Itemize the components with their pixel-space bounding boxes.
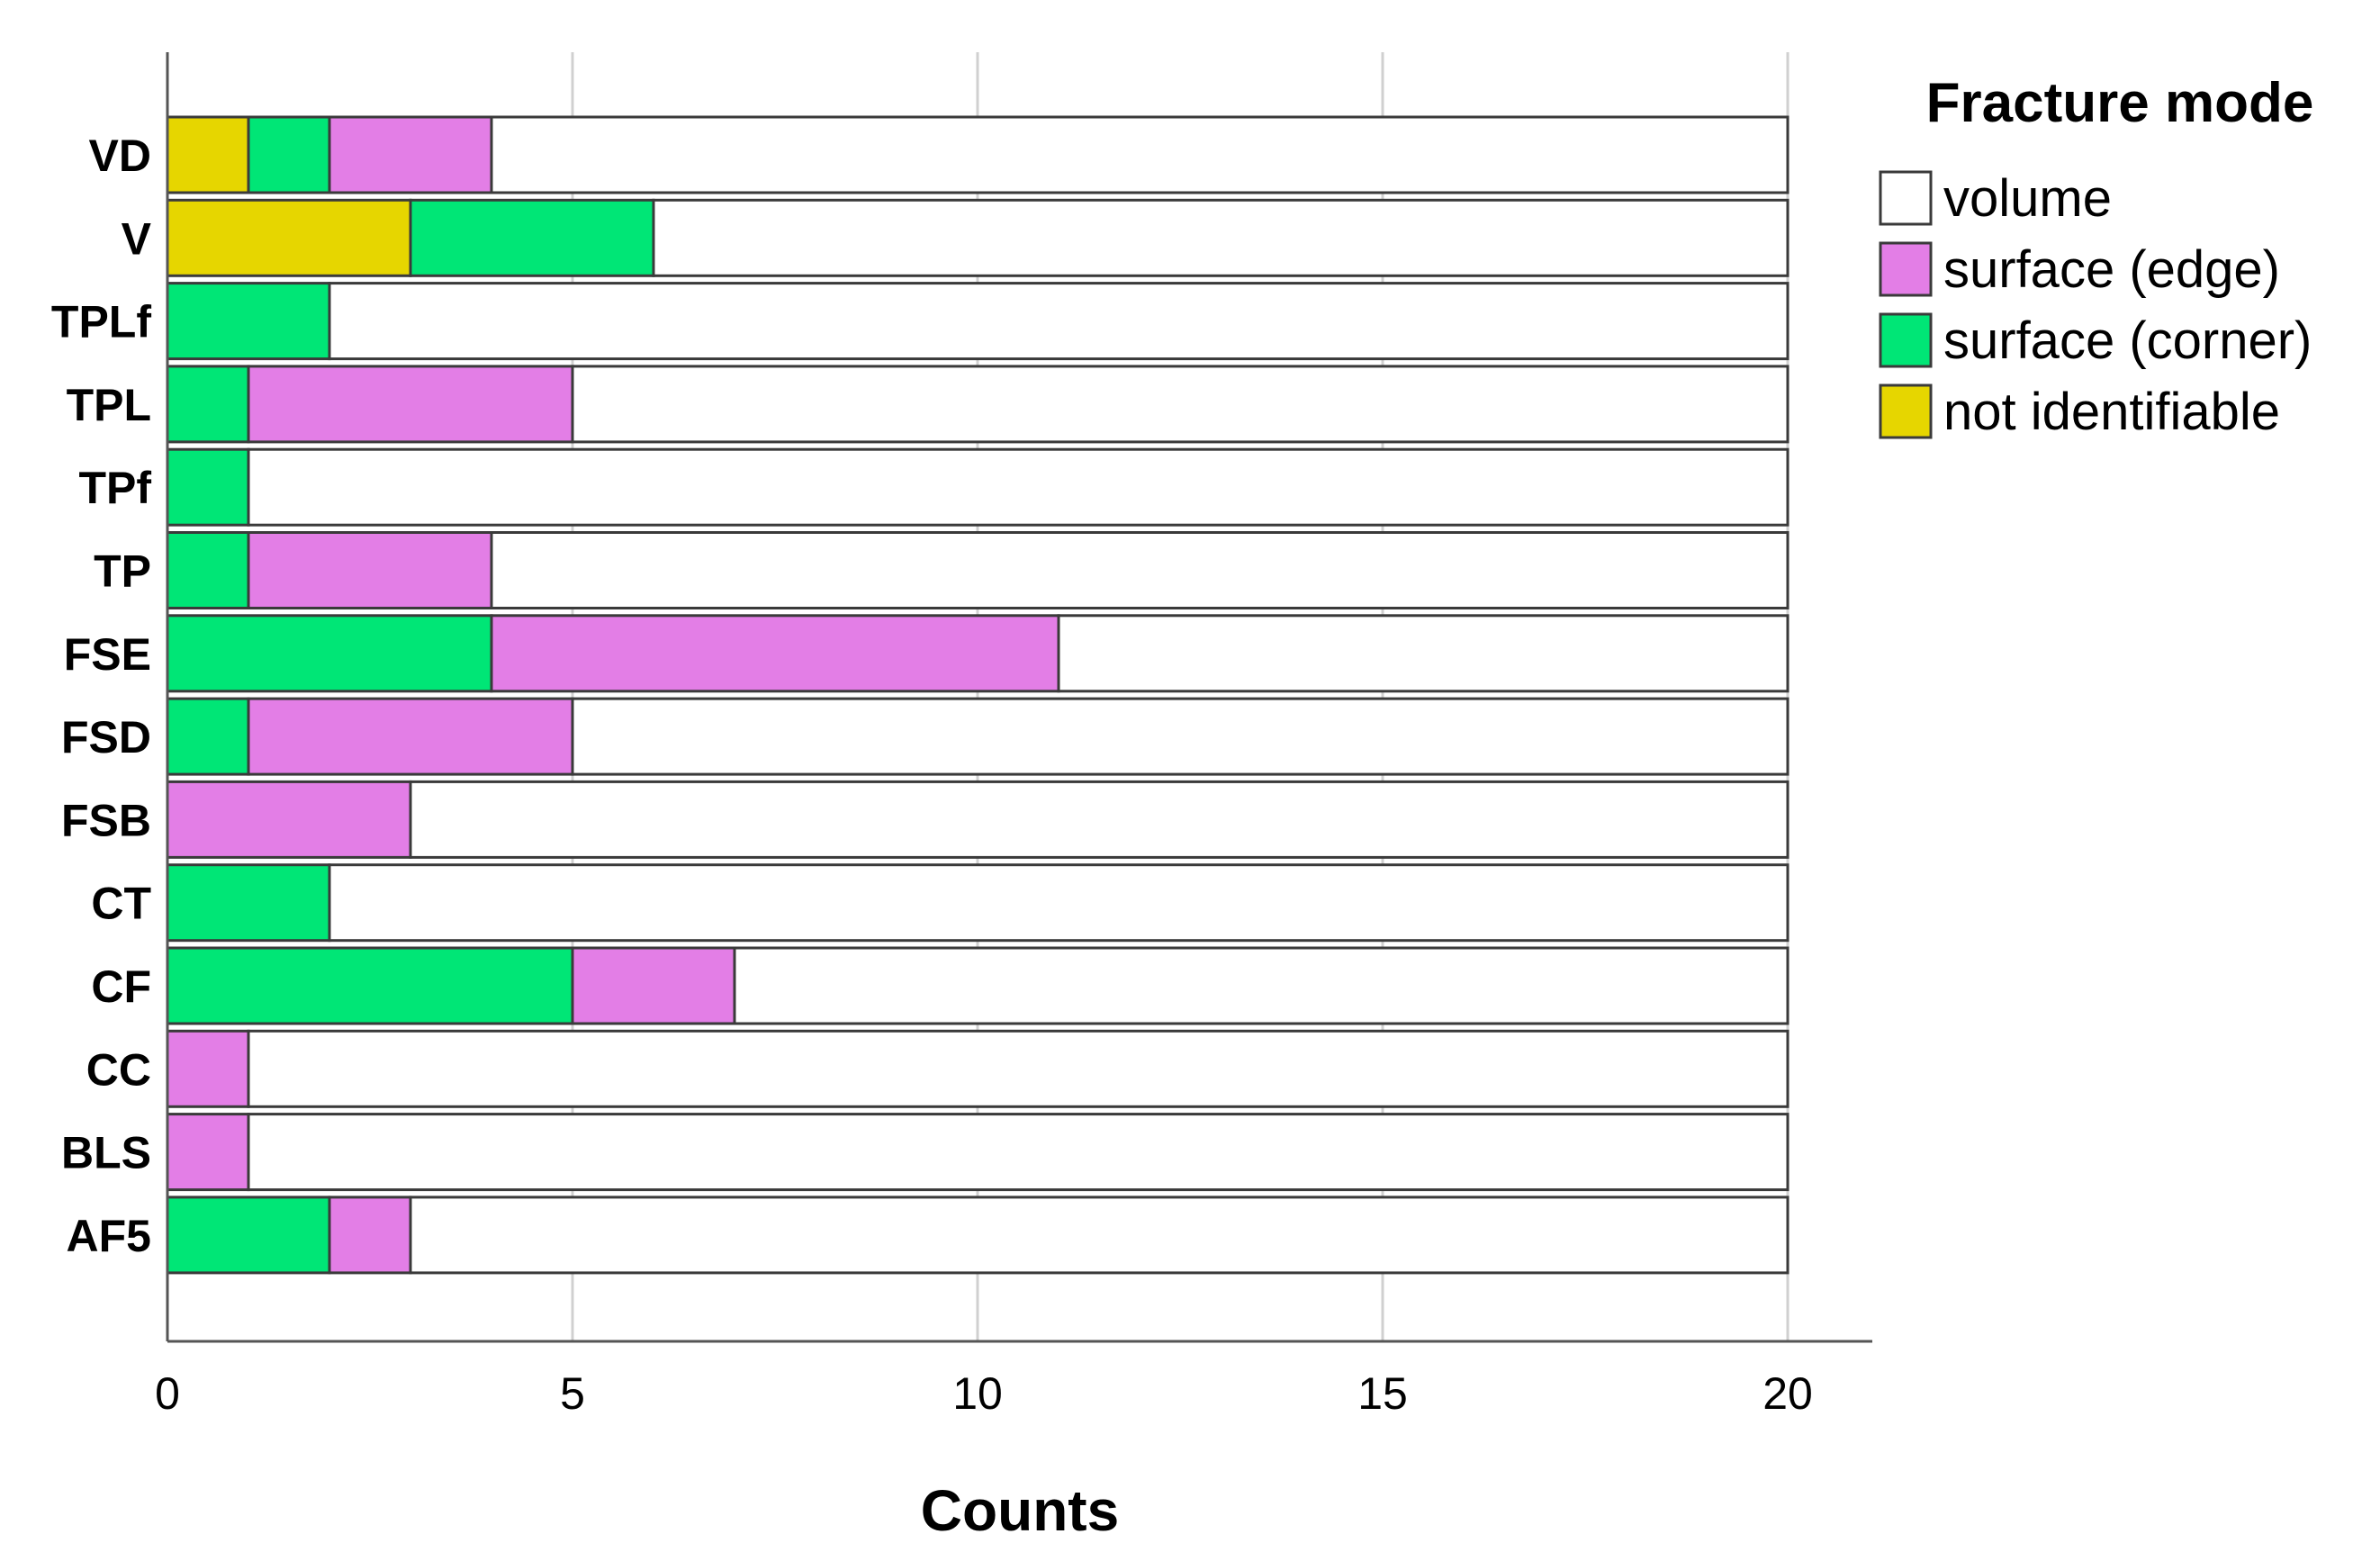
- category-label: TPLf: [51, 297, 151, 347]
- bar-segment: [166, 365, 250, 444]
- bar-segment: [328, 1196, 412, 1275]
- legend-swatch: [1879, 312, 1933, 368]
- category-labels: VD V TPLf TPL TPf TP FSE FSD FSB CT CF CC BLS AF5: [51, 131, 152, 1261]
- bar-segment: [247, 531, 493, 609]
- bar-segment: [166, 1029, 250, 1108]
- bar-segment: [166, 198, 412, 277]
- bar-segment: [247, 697, 574, 776]
- bar-segment: [247, 447, 1790, 527]
- legend-swatch: [1879, 170, 1933, 226]
- bar-segment: [571, 365, 1790, 444]
- category-label: FSE: [64, 629, 151, 680]
- bar-segment: [490, 614, 1060, 693]
- bar-segment: [571, 946, 736, 1025]
- x-tick-labels: 0 5 10 15 20: [155, 1368, 1813, 1419]
- bar-segment: [166, 1113, 250, 1192]
- bar-segment: [409, 1196, 1790, 1275]
- legend: Fracture mode volume surface (edge) surfac…: [1879, 72, 2314, 441]
- bar-segment: [247, 365, 574, 444]
- bar-segment: [247, 1029, 1790, 1108]
- bar-segment: [733, 946, 1790, 1025]
- x-axis-title: Counts: [921, 1478, 1119, 1543]
- legend-label: volume: [1943, 169, 2112, 228]
- bar-segment: [166, 1196, 331, 1275]
- bar-segment: [166, 447, 250, 527]
- legend-label: surface (edge): [1943, 240, 2280, 299]
- category-label: BLS: [61, 1128, 151, 1178]
- legend-label: surface (corner): [1943, 311, 2312, 370]
- bar-segment: [490, 531, 1790, 609]
- bar-segment: [1057, 614, 1790, 693]
- bar-segment: [328, 863, 1790, 943]
- category-label: CF: [91, 961, 151, 1012]
- bar-segment: [328, 282, 1790, 361]
- bar-segment: [166, 697, 250, 776]
- bar-segment: [166, 863, 331, 943]
- bar-segment: [166, 282, 331, 361]
- bar-segment: [409, 198, 655, 277]
- category-label: TPf: [78, 463, 151, 513]
- x-tick-label: 10: [952, 1368, 1003, 1419]
- bar-segment: [166, 614, 493, 693]
- bar-segment: [247, 115, 331, 194]
- category-label: FSB: [61, 795, 151, 845]
- bar-segment: [166, 531, 250, 609]
- bars: [166, 115, 1790, 1275]
- category-label: TP: [94, 546, 151, 597]
- bar-segment: [490, 115, 1790, 194]
- category-label: TPL: [67, 380, 151, 430]
- legend-swatch: [1879, 241, 1933, 297]
- bar-segment: [166, 780, 412, 859]
- legend-swatch: [1879, 383, 1933, 439]
- x-tick-label: 20: [1762, 1368, 1813, 1419]
- bar-segment: [166, 946, 574, 1025]
- category-label: CC: [86, 1044, 151, 1095]
- bar-segment: [652, 198, 1790, 277]
- bar-segment: [409, 780, 1790, 859]
- x-tick-label: 15: [1357, 1368, 1408, 1419]
- bar-segment: [328, 115, 493, 194]
- category-label: CT: [91, 879, 151, 929]
- x-tick-label: 0: [155, 1368, 180, 1419]
- category-label: FSD: [61, 712, 151, 762]
- bar-segment: [571, 697, 1790, 776]
- bar-segment: [247, 1113, 1790, 1192]
- bar-segment: [166, 115, 250, 194]
- legend-label: not identifiable: [1943, 383, 2280, 441]
- x-tick-label: 5: [560, 1368, 585, 1419]
- legend-title: Fracture mode: [1926, 72, 2314, 134]
- category-label: VD: [89, 131, 151, 181]
- category-label: V: [122, 213, 152, 264]
- axes: [166, 52, 1872, 1343]
- category-label: AF5: [67, 1211, 151, 1261]
